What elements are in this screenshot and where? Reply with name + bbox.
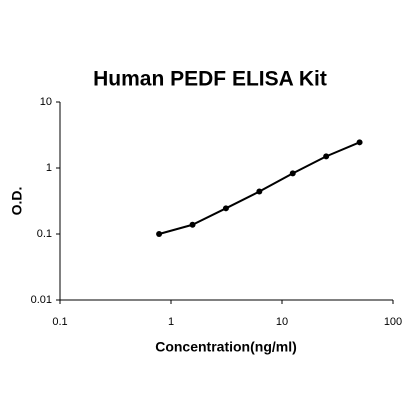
x-tick-label: 1 bbox=[168, 316, 174, 328]
x-tick-label: 100 bbox=[384, 316, 402, 328]
data-line bbox=[158, 141, 360, 235]
data-point bbox=[323, 153, 330, 160]
x-tick-label: 0.1 bbox=[52, 316, 67, 328]
y-axis-label: O.D. bbox=[9, 187, 25, 216]
data-point bbox=[189, 221, 196, 228]
chart-title: Human PEDF ELISA Kit bbox=[93, 68, 327, 91]
y-tick-label: 0.1 bbox=[37, 228, 52, 240]
data-point bbox=[256, 188, 263, 195]
data-point bbox=[289, 170, 296, 177]
x-axis-label: Concentration(ng/ml) bbox=[155, 339, 297, 355]
y-tick-label: 10 bbox=[40, 96, 52, 108]
y-tick-label: 1 bbox=[46, 162, 52, 174]
x-tick-label: 10 bbox=[276, 316, 288, 328]
data-point bbox=[222, 205, 229, 212]
y-tick-label: 0.01 bbox=[31, 294, 52, 306]
data-point bbox=[156, 231, 163, 237]
data-point bbox=[356, 139, 363, 146]
